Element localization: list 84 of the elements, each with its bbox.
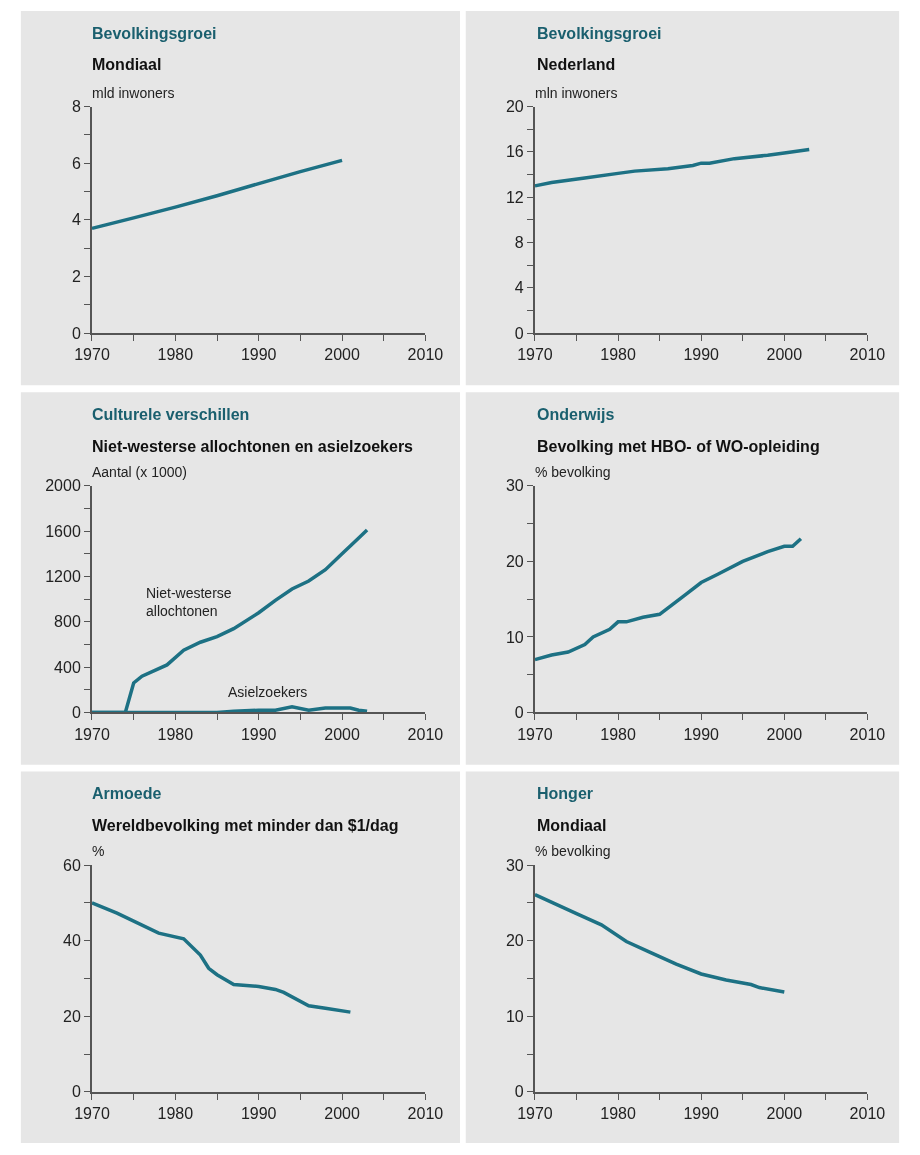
- y-tick-label: 2: [71, 268, 81, 286]
- y-axis-title: mln inwoners: [535, 85, 618, 101]
- x-tick-label: 1990: [240, 346, 277, 364]
- chart-title: Bevolkingsgroei: [537, 25, 662, 42]
- x-tick-label: 1980: [600, 1105, 636, 1123]
- y-tick-label: 400: [54, 658, 81, 676]
- y-tick-label: 40: [62, 932, 81, 950]
- line-series: [91, 158, 344, 231]
- y-tick-label: 4: [71, 211, 81, 229]
- x-tick-label: 1980: [600, 346, 636, 364]
- chart-subtitle: Mondiaal: [92, 56, 162, 73]
- line-series: [534, 536, 803, 662]
- chart-title: Bevolkingsgroei: [92, 25, 217, 42]
- x-tick-label: 1980: [157, 725, 194, 743]
- x-tick-label: 2000: [324, 346, 360, 364]
- chart-subtitle: Mondiaal: [537, 817, 607, 834]
- x-tick-label: 1990: [240, 1105, 277, 1123]
- x-tick-label: 1990: [240, 725, 277, 743]
- y-tick-label: 0: [71, 1083, 81, 1101]
- series-label: Asielzoekers: [228, 684, 308, 700]
- line-series: [91, 901, 353, 1014]
- chart-title: Culturele verschillen: [92, 406, 250, 423]
- x-tick-label: 2010: [407, 725, 444, 743]
- x-tick-label: 1970: [517, 1105, 553, 1123]
- x-tick-label: 1970: [517, 346, 553, 364]
- y-tick-label: 0: [514, 704, 524, 722]
- y-tick-label: 20: [505, 553, 524, 570]
- x-tick-label: 1980: [157, 346, 194, 364]
- x-tick-label: 2010: [849, 725, 886, 743]
- chart-title: Armoede: [92, 785, 162, 802]
- x-tick-label: 1990: [683, 346, 720, 364]
- chart-subtitle: Bevolking met HBO- of WO-opleiding: [537, 438, 820, 455]
- y-tick-label: 0: [514, 324, 524, 342]
- y-tick-label: 30: [505, 856, 524, 874]
- y-tick-label: 20: [505, 98, 524, 116]
- y-tick-label: 20: [505, 932, 524, 950]
- y-tick-label: 800: [54, 613, 81, 631]
- y-tick-label: 0: [71, 704, 81, 722]
- x-tick-label: 2010: [849, 1105, 886, 1123]
- y-tick-label: 0: [514, 1083, 524, 1101]
- series-label: Niet-westerse allochtonen: [146, 585, 232, 620]
- y-tick-label: 12: [505, 188, 524, 206]
- y-tick-label: 60: [62, 856, 81, 874]
- y-tick-label: 4: [514, 279, 524, 297]
- x-tick-label: 1970: [74, 725, 110, 743]
- y-tick-label: 16: [505, 143, 524, 161]
- y-tick-label: 20: [62, 1007, 81, 1025]
- y-tick-label: 30: [505, 477, 524, 495]
- x-tick-label: 2000: [766, 346, 803, 364]
- x-tick-label: 2000: [766, 1105, 803, 1123]
- y-tick-label: 10: [505, 1007, 524, 1025]
- x-tick-label: 2000: [324, 725, 360, 743]
- x-tick-label: 1990: [683, 1105, 720, 1123]
- y-axis-title: %: [92, 843, 105, 859]
- chart-title: Onderwijs: [537, 406, 615, 423]
- x-tick-label: 2010: [849, 346, 886, 364]
- y-axis-title: % bevolking: [535, 464, 611, 480]
- y-tick-label: 1600: [45, 522, 81, 540]
- chart-subtitle: Wereldbevolking met minder dan $1/dag: [92, 817, 399, 834]
- x-tick-label: 2000: [324, 1105, 360, 1123]
- x-tick-label: 1970: [517, 725, 553, 743]
- y-tick-label: 8: [71, 98, 81, 116]
- x-tick-label: 2000: [766, 725, 803, 743]
- x-tick-label: 1990: [683, 725, 720, 743]
- x-tick-label: 1980: [600, 725, 636, 743]
- chart-title: Honger: [537, 785, 593, 802]
- line-series: [534, 892, 787, 994]
- x-tick-label: 1980: [157, 1105, 194, 1123]
- y-axis-title: Aantal (x 1000): [92, 464, 187, 480]
- line-series: [534, 147, 811, 188]
- x-tick-label: 1970: [74, 346, 110, 364]
- y-axis-title: % bevolking: [535, 843, 611, 859]
- y-tick-label: 2000: [45, 477, 81, 495]
- y-tick-label: 1200: [45, 568, 81, 586]
- y-axis-title: mld inwoners: [92, 85, 175, 101]
- y-tick-label: 0: [71, 324, 81, 342]
- x-tick-label: 2010: [407, 346, 444, 364]
- y-tick-label: 8: [514, 234, 524, 252]
- chart-subtitle: Nederland: [537, 56, 616, 73]
- x-tick-label: 2010: [407, 1105, 444, 1123]
- y-tick-label: 10: [505, 628, 524, 646]
- chart-subtitle: Niet-westerse allochtonen en asielzoekers: [92, 438, 414, 455]
- x-tick-label: 1970: [74, 1105, 110, 1123]
- y-tick-label: 6: [71, 154, 81, 172]
